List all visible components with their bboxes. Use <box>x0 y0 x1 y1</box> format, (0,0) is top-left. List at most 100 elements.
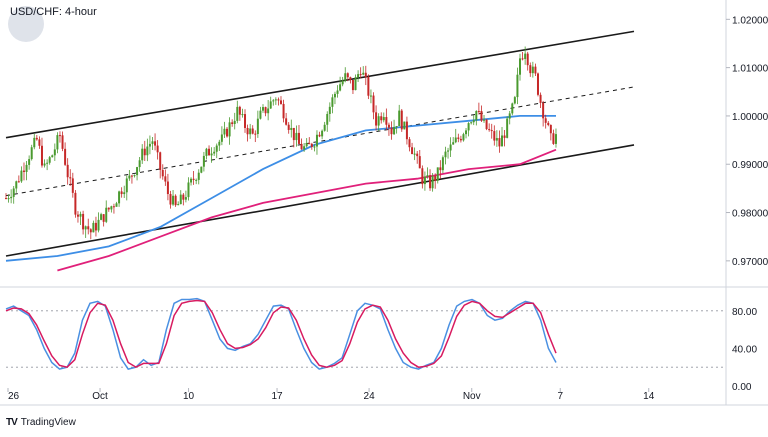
candle-body <box>413 153 416 155</box>
candle-body <box>130 175 133 177</box>
candle-body <box>231 122 234 125</box>
candle-body <box>226 128 229 137</box>
candle-body <box>485 119 488 130</box>
candle-body <box>184 197 187 200</box>
candle-body <box>79 213 82 217</box>
candle-body <box>333 93 336 98</box>
candle-body <box>148 143 151 147</box>
candle-body <box>521 58 524 60</box>
candle-body <box>118 191 121 204</box>
y-tick-label: 0.97000 <box>732 257 768 268</box>
candle-body <box>254 133 257 135</box>
candle-body <box>218 141 221 146</box>
candle-body <box>69 177 72 179</box>
candle-body <box>262 107 264 111</box>
footer-brand[interactable]: TV TradingView <box>6 417 76 428</box>
candle-body <box>38 139 41 146</box>
stoch-y-tick-label: 0.00 <box>732 382 752 393</box>
candle-body <box>292 127 295 141</box>
candle-body <box>208 148 211 156</box>
candle-body <box>462 134 465 141</box>
candle-body <box>547 122 550 126</box>
candle-body <box>244 114 247 128</box>
stoch-y-tick-label: 80.00 <box>732 307 757 318</box>
candle-body <box>513 97 516 104</box>
candle-body <box>457 137 460 139</box>
candle-body <box>418 156 421 169</box>
y-tick-label: 1.00000 <box>732 112 768 123</box>
candle-body <box>328 106 331 114</box>
candle-body <box>92 222 95 233</box>
candle-body <box>403 121 406 130</box>
candle-body <box>519 58 521 75</box>
candle-body <box>503 135 506 138</box>
x-tick-label: Nov <box>463 391 481 402</box>
candle-body <box>220 134 223 142</box>
candle-body <box>493 131 496 141</box>
channel-line <box>5 30 635 139</box>
candle-body <box>529 65 532 74</box>
candle-body <box>339 84 342 91</box>
candle-body <box>12 188 15 197</box>
x-tick-label: 24 <box>364 391 376 402</box>
candle-body <box>501 135 504 147</box>
candle-body <box>303 146 306 150</box>
candle-body <box>202 155 205 167</box>
candle-body <box>323 124 326 131</box>
candle-body <box>128 175 131 179</box>
candle-body <box>61 135 64 149</box>
candle-body <box>354 77 357 91</box>
candle-body <box>454 137 457 143</box>
candle-body <box>279 100 282 104</box>
candle-body <box>87 226 90 230</box>
candle-body <box>362 72 365 75</box>
candle-body <box>138 160 141 168</box>
candle-body <box>447 150 450 152</box>
candle-body <box>390 127 393 135</box>
candle-body <box>308 143 311 145</box>
candle-body <box>256 118 259 135</box>
candle-body <box>174 195 177 206</box>
candle-body <box>549 125 552 134</box>
candle-body <box>66 164 69 178</box>
candle-body <box>305 143 308 147</box>
candle-body <box>290 127 293 130</box>
candle-body <box>74 192 77 215</box>
candle-body <box>236 106 239 121</box>
candle-body <box>102 214 105 222</box>
candle-body <box>53 149 56 156</box>
candle-body <box>534 66 537 74</box>
candle-body <box>536 73 539 95</box>
candle-body <box>326 113 329 125</box>
candle-body <box>436 167 439 181</box>
candle-body <box>84 226 87 230</box>
candle-body <box>58 135 61 137</box>
chart-title: USD/CHF: 4-hour <box>10 6 97 18</box>
candle-body <box>431 176 434 189</box>
candle-body <box>539 94 542 103</box>
brand-label: TradingView <box>20 417 76 428</box>
candle-body <box>190 178 193 183</box>
candle-body <box>269 101 272 109</box>
candle-body <box>164 176 167 182</box>
candle-body <box>310 143 313 147</box>
candle-body <box>524 53 527 60</box>
candle-body <box>161 169 164 177</box>
candle-body <box>287 124 290 130</box>
candle-body <box>336 90 339 94</box>
candle-body <box>89 229 92 233</box>
candle-body <box>385 117 388 125</box>
channel-line <box>5 144 635 257</box>
candle-body <box>82 213 85 230</box>
candle-body <box>246 127 249 135</box>
candle-body <box>395 126 398 128</box>
candle-body <box>125 178 128 193</box>
candle-body <box>192 178 195 180</box>
candle-body <box>526 53 529 66</box>
candle-body <box>133 175 136 177</box>
candle-body <box>511 103 514 114</box>
candle-body <box>48 157 51 163</box>
candle-body <box>516 74 519 98</box>
moving-average-fast <box>5 115 556 262</box>
